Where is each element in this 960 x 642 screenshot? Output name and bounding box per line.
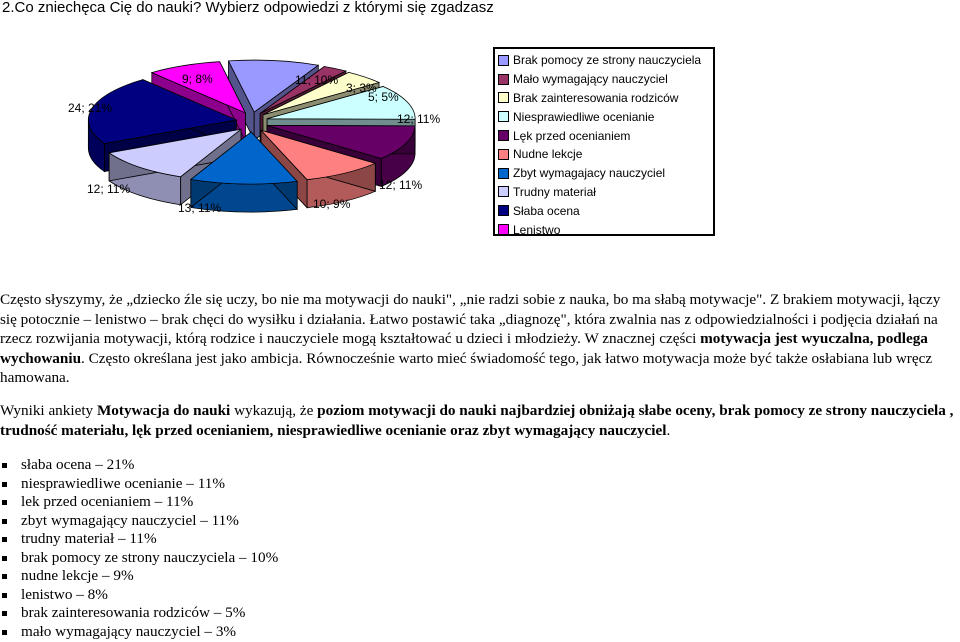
pie-slice [108, 128, 242, 178]
square-bullet-icon [2, 518, 7, 524]
list-item-label: lek przed ocenianiem – 11% [21, 493, 194, 510]
square-bullet-icon [2, 555, 7, 561]
data-label-malo-wymagajacy: 3; 3% [346, 81, 377, 95]
square-bullet-icon [2, 629, 7, 635]
pie-slice [262, 71, 381, 116]
square-bullet-icon [2, 611, 7, 616]
legend-swatch [498, 224, 509, 236]
list-item-label: brak pomocy ze strony nauczyciela – 10% [21, 548, 279, 566]
pie-chart-plot [87, 59, 416, 213]
legend-item: Mało wymagający nauczyciel [495, 70, 713, 89]
list-item-label: trudny materiał – 11% [21, 530, 157, 547]
legend-swatch [498, 148, 509, 160]
data-label-lek: 12; 11% [379, 178, 423, 192]
square-bullet-icon [2, 574, 7, 579]
legend-label: Lenistwo [513, 222, 561, 237]
legend-item: Lęk przed ocenianiem [495, 126, 713, 145]
list-item: zbyt wymagający nauczyciel – 11% [0, 512, 278, 531]
pie-slice [266, 125, 416, 159]
square-bullet-icon [2, 481, 7, 487]
data-label-nudne-lekcje: 10; 9% [313, 197, 351, 211]
legend-item: Zbyt wymagajacy nauczyciel [495, 164, 713, 183]
pie-slice [267, 86, 416, 120]
list-item: słaba ocena – 21% [0, 456, 278, 475]
list-item-label: nudne lekcje – 9% [21, 567, 134, 584]
square-bullet-icon [2, 592, 7, 598]
pie-slice [87, 79, 238, 144]
results-paragraph: Wyniki ankiety Motywacja do nauki wykazu… [0, 401, 956, 440]
para2-bold-findings: poziom motywacji do nauki najbardziej ob… [0, 402, 954, 439]
data-label-lenistwo: 9; 8% [182, 72, 213, 86]
legend-swatch [498, 167, 509, 179]
legend-swatch [498, 130, 509, 142]
legend-item: Nudne lekcje [495, 145, 713, 164]
list-item: brak pomocy ze strony nauczyciela – 10% [0, 549, 278, 568]
legend-label: Trudny materiał [513, 184, 596, 199]
list-item: mało wymagający nauczyciel – 3% [0, 623, 278, 642]
legend-item: Niesprawiedliwe ocenianie [495, 107, 713, 126]
page-title: 2.Co zniechęca Cię do nauki? Wybierz odp… [2, 0, 494, 16]
list-item-label: niesprawiedliwe ocenianie – 11% [21, 474, 225, 492]
list-item: niesprawiedliwe ocenianie – 11% [0, 475, 278, 494]
legend-swatch [498, 111, 509, 123]
legend-label: Niesprawiedliwe ocenianie [513, 109, 655, 124]
pie-slice [189, 131, 299, 185]
pie-chart: 24; 21% 9; 8% 11; 10% 3; 3% 5; 5% 12; 11… [0, 40, 960, 250]
results-list: słaba ocena – 21% niesprawiedliwe ocenian… [0, 456, 278, 641]
square-bullet-icon [2, 500, 7, 505]
data-label-niesprawiedliwe: 12; 11% [397, 112, 441, 126]
list-item: nudne lekcje – 9% [0, 567, 278, 586]
legend-item: Brak zainteresowania rodziców [495, 89, 713, 108]
intro-paragraph: Często słyszymy, że „dziecko źle się ucz… [0, 290, 956, 388]
legend-swatch [498, 92, 509, 104]
list-item-label: mało wymagający nauczyciel – 3% [21, 622, 237, 640]
list-item-label: słaba ocena – 21% [21, 456, 135, 473]
pie-slice [259, 66, 348, 114]
legend-label: Mało wymagający nauczyciel [513, 72, 668, 87]
survey-title: Motywacja do nauki [96, 402, 231, 419]
square-bullet-icon [2, 463, 7, 468]
para2-text-end: . [666, 421, 671, 439]
legend-label: Lęk przed ocenianiem [513, 128, 631, 143]
data-label-slaba-ocena: 24; 21% [68, 101, 113, 115]
pie-slice [150, 61, 247, 114]
data-label-brak-zainteresowania: 5; 5% [368, 90, 399, 104]
pie-slice [227, 59, 320, 113]
data-label-trudny-material: 12; 11% [87, 182, 131, 196]
para1-text: Często słyszymy, że „dziecko źle się ucz… [0, 291, 941, 347]
list-item: lenistwo – 8% [0, 586, 278, 605]
pie-slice [259, 129, 377, 181]
legend-item: Trudny materiał [495, 183, 713, 202]
legend-swatch [498, 205, 509, 217]
list-item: trudny materiał – 11% [0, 530, 278, 549]
legend-label: Brak zainteresowania rodziców [513, 90, 679, 105]
para2-text: Wyniki ankiety [0, 402, 97, 419]
list-item: lek przed ocenianiem – 11% [0, 493, 278, 512]
para1-bold: motywacja jest wyuczalna, podlega wychow… [0, 330, 928, 367]
legend-item: Lenistwo [495, 220, 713, 239]
legend-label: Zbyt wymagajacy nauczyciel [513, 166, 666, 181]
legend-label: Słaba ocena [513, 203, 580, 218]
list-item-label: zbyt wymagający nauczyciel – 11% [21, 511, 239, 529]
legend-swatch [498, 54, 509, 66]
data-label-zbyt-wymagajacy: 13; 11% [178, 201, 222, 215]
legend-swatch [498, 73, 509, 85]
chart-legend: Brak pomocy ze strony nauczyciela Mało wy… [493, 47, 715, 239]
para2-text-mid: wykazują, że [230, 402, 318, 419]
legend-swatch [498, 186, 509, 198]
list-item-label: brak zainteresowania rodziców – 5% [21, 604, 246, 621]
para1-text-end: . Często określana jest jako ambicja. Ró… [0, 349, 933, 387]
legend-label: Brak pomocy ze strony nauczyciela [513, 53, 702, 68]
legend-label: Nudne lekcje [513, 147, 583, 162]
legend-item: Słaba ocena [495, 201, 713, 220]
square-bullet-icon [2, 537, 7, 542]
list-item-label: lenistwo – 8% [21, 585, 108, 603]
legend-item: Brak pomocy ze strony nauczyciela [495, 51, 713, 70]
list-item: brak zainteresowania rodziców – 5% [0, 604, 278, 623]
data-label-brak-pomocy: 11; 10% [295, 73, 339, 87]
